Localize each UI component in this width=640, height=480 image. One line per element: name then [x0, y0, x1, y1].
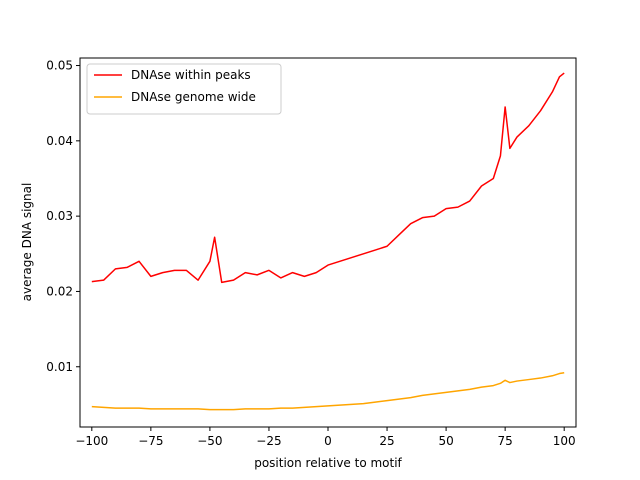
series-line-dnase-genome-wide	[91, 372, 565, 411]
x-tick-label: −75	[138, 434, 163, 448]
series-lines	[91, 72, 565, 411]
x-tick-label: 100	[553, 434, 576, 448]
x-tick-label: 25	[379, 434, 394, 448]
x-axis: −100 −75 −50 −25 0 25 50 75 100	[75, 427, 576, 448]
y-tick-label: 0.04	[46, 134, 73, 148]
x-tick-label: 0	[324, 434, 332, 448]
x-tick-label: −25	[256, 434, 281, 448]
legend: DNAse within peaks DNAse genome wide	[86, 63, 282, 115]
y-tick-label: 0.03	[46, 209, 73, 223]
legend-box	[86, 63, 282, 115]
x-tick-label: 75	[498, 434, 513, 448]
y-axis-label: average DNA signal	[20, 183, 34, 302]
y-tick-label: 0.05	[46, 59, 73, 73]
x-tick-label: 50	[438, 434, 453, 448]
x-tick-label: −50	[197, 434, 222, 448]
series-line-dnase-within-peaks	[91, 72, 565, 284]
y-tick-label: 0.01	[46, 360, 73, 374]
x-axis-label: position relative to motif	[254, 456, 402, 470]
legend-label-within-peaks: DNAse within peaks	[131, 68, 251, 82]
y-tick-label: 0.02	[46, 284, 73, 298]
x-tick-label: −100	[75, 434, 108, 448]
legend-label-genome-wide: DNAse genome wide	[131, 90, 256, 104]
y-axis: 0.01 0.02 0.03 0.04 0.05	[46, 59, 80, 374]
